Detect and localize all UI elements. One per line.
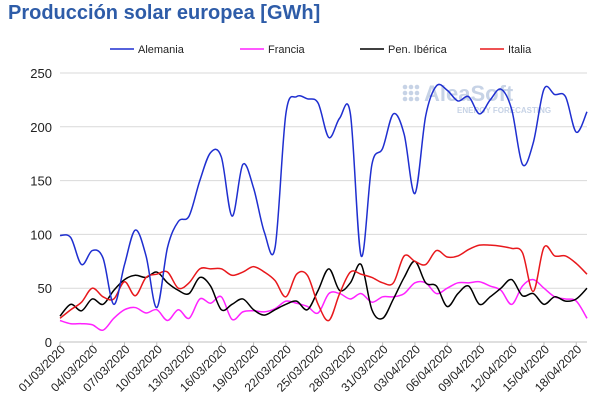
y-tick-label: 150 xyxy=(30,174,52,189)
y-tick-label: 50 xyxy=(38,281,52,296)
watermark-logo-dot xyxy=(402,84,408,90)
y-tick-label: 100 xyxy=(30,227,52,242)
watermark-logo-dot xyxy=(408,84,414,90)
series-line-francia xyxy=(59,278,588,332)
watermark-logo-dot xyxy=(414,90,420,96)
legend-label-alemania: Alemania xyxy=(138,44,185,56)
y-tick-label: 250 xyxy=(30,66,52,81)
watermark-logo-dot xyxy=(408,90,414,96)
chart-title: Producción solar europea [GWh] xyxy=(8,2,321,24)
legend-label-italia: Italia xyxy=(508,44,532,56)
legend: Alemania Francia Pen. Ibérica Italia xyxy=(110,44,532,56)
watermark-logo-dot xyxy=(414,96,420,102)
series-lines xyxy=(59,83,588,332)
y-tick-labels: 0 50 100 150 200 250 xyxy=(30,66,52,350)
watermark-logo-dot xyxy=(402,96,408,102)
series-line-italia xyxy=(59,244,588,322)
x-tick-labels: 01/03/202004/03/202007/03/202010/03/2020… xyxy=(16,342,585,395)
legend-label-pen-ib-rica: Pen. Ibérica xyxy=(388,44,448,56)
y-tick-label: 0 xyxy=(45,335,52,350)
series-line-alemania xyxy=(59,83,588,309)
legend-label-francia: Francia xyxy=(268,44,306,56)
watermark-tagline: ENERGY FORECASTING xyxy=(457,106,551,115)
y-tick-label: 200 xyxy=(30,120,52,135)
watermark-logo-dot xyxy=(414,84,420,90)
watermark-logo-dot xyxy=(402,90,408,96)
watermark-logo-dot xyxy=(408,96,414,102)
axes xyxy=(59,341,587,346)
